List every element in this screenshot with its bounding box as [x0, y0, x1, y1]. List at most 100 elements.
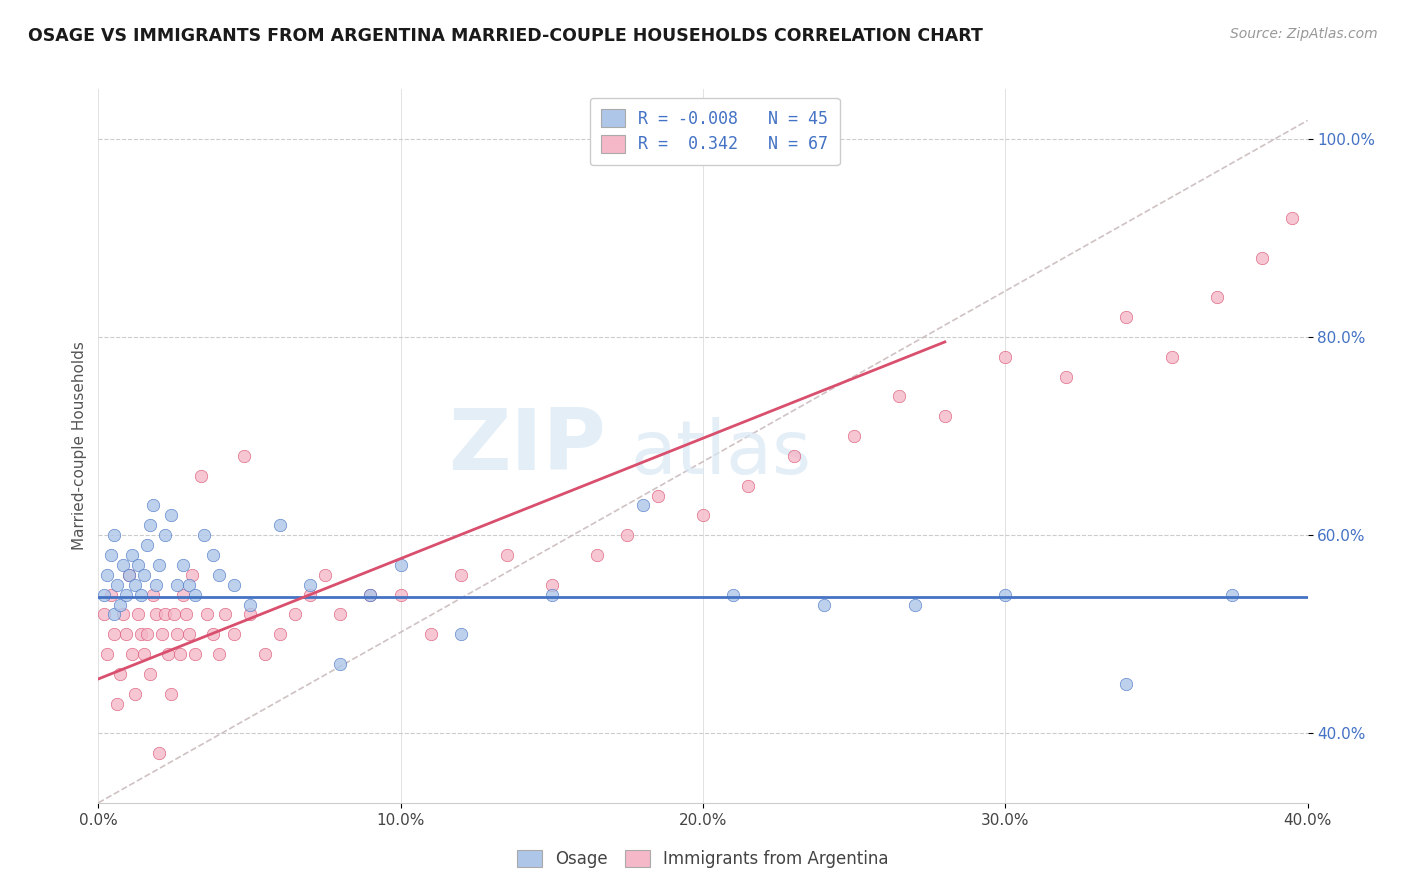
Point: [177, 627, 201, 641]
Point: [153, 528, 176, 542]
Point: [184, 647, 207, 661]
Point: [108, 598, 131, 612]
Point: [1115, 310, 1137, 325]
Point: [232, 449, 254, 463]
Point: [145, 607, 167, 622]
Text: ZIP: ZIP: [449, 404, 606, 488]
Point: [269, 627, 291, 641]
Point: [224, 627, 246, 641]
Point: [118, 567, 141, 582]
Point: [389, 588, 412, 602]
Point: [1160, 350, 1182, 364]
Point: [148, 746, 170, 760]
Point: [1220, 588, 1243, 602]
Legend: Osage, Immigrants from Argentina: Osage, Immigrants from Argentina: [510, 843, 896, 875]
Point: [904, 598, 927, 612]
Point: [127, 607, 149, 622]
Point: [105, 578, 128, 592]
Point: [184, 588, 207, 602]
Point: [103, 627, 125, 641]
Point: [360, 588, 382, 602]
Point: [153, 607, 176, 622]
Legend: R = -0.008   N = 45, R =  0.342   N = 67: R = -0.008 N = 45, R = 0.342 N = 67: [589, 97, 839, 165]
Point: [389, 558, 412, 572]
Point: [121, 548, 143, 562]
Point: [111, 558, 134, 572]
Point: [540, 588, 562, 602]
Point: [284, 607, 307, 622]
Point: [692, 508, 714, 523]
Point: [1054, 369, 1077, 384]
Point: [586, 548, 609, 562]
Point: [100, 588, 122, 602]
Point: [114, 627, 136, 641]
Point: [124, 687, 146, 701]
Point: [96, 647, 118, 661]
Point: [314, 567, 336, 582]
Point: [103, 607, 125, 622]
Point: [737, 478, 759, 492]
Point: [934, 409, 956, 424]
Point: [813, 598, 835, 612]
Text: atlas: atlas: [630, 417, 811, 490]
Point: [181, 567, 204, 582]
Point: [148, 558, 170, 572]
Point: [93, 588, 115, 602]
Point: [253, 647, 276, 661]
Point: [150, 627, 173, 641]
Point: [172, 588, 194, 602]
Point: [616, 528, 638, 542]
Point: [156, 647, 179, 661]
Point: [299, 588, 322, 602]
Point: [166, 578, 188, 592]
Point: [135, 627, 157, 641]
Point: [160, 687, 183, 701]
Point: [329, 607, 352, 622]
Point: [193, 528, 215, 542]
Point: [139, 518, 162, 533]
Point: [118, 567, 141, 582]
Point: [174, 607, 197, 622]
Point: [169, 647, 191, 661]
Point: [129, 588, 152, 602]
Point: [142, 499, 165, 513]
Point: [994, 350, 1017, 364]
Point: [540, 578, 562, 592]
Point: [495, 548, 517, 562]
Point: [124, 578, 146, 592]
Point: [129, 627, 152, 641]
Point: [132, 647, 155, 661]
Point: [202, 548, 225, 562]
Point: [329, 657, 352, 671]
Point: [132, 567, 155, 582]
Point: [208, 567, 231, 582]
Point: [111, 607, 134, 622]
Point: [145, 578, 167, 592]
Text: Source: ZipAtlas.com: Source: ZipAtlas.com: [1230, 27, 1378, 41]
Point: [160, 508, 183, 523]
Y-axis label: Married-couple Households: Married-couple Households: [72, 342, 87, 550]
Point: [631, 499, 654, 513]
Point: [195, 607, 218, 622]
Point: [419, 627, 441, 641]
Point: [450, 627, 472, 641]
Point: [239, 598, 262, 612]
Point: [214, 607, 236, 622]
Point: [163, 607, 186, 622]
Point: [1206, 290, 1229, 304]
Point: [994, 588, 1017, 602]
Point: [100, 548, 122, 562]
Point: [135, 538, 157, 552]
Point: [1115, 677, 1137, 691]
Point: [108, 667, 131, 681]
Point: [177, 578, 201, 592]
Point: [360, 588, 382, 602]
Point: [450, 567, 472, 582]
Point: [114, 588, 136, 602]
Point: [93, 607, 115, 622]
Point: [142, 588, 165, 602]
Point: [299, 578, 322, 592]
Point: [190, 468, 212, 483]
Point: [889, 389, 911, 403]
Text: OSAGE VS IMMIGRANTS FROM ARGENTINA MARRIED-COUPLE HOUSEHOLDS CORRELATION CHART: OSAGE VS IMMIGRANTS FROM ARGENTINA MARRI…: [28, 27, 983, 45]
